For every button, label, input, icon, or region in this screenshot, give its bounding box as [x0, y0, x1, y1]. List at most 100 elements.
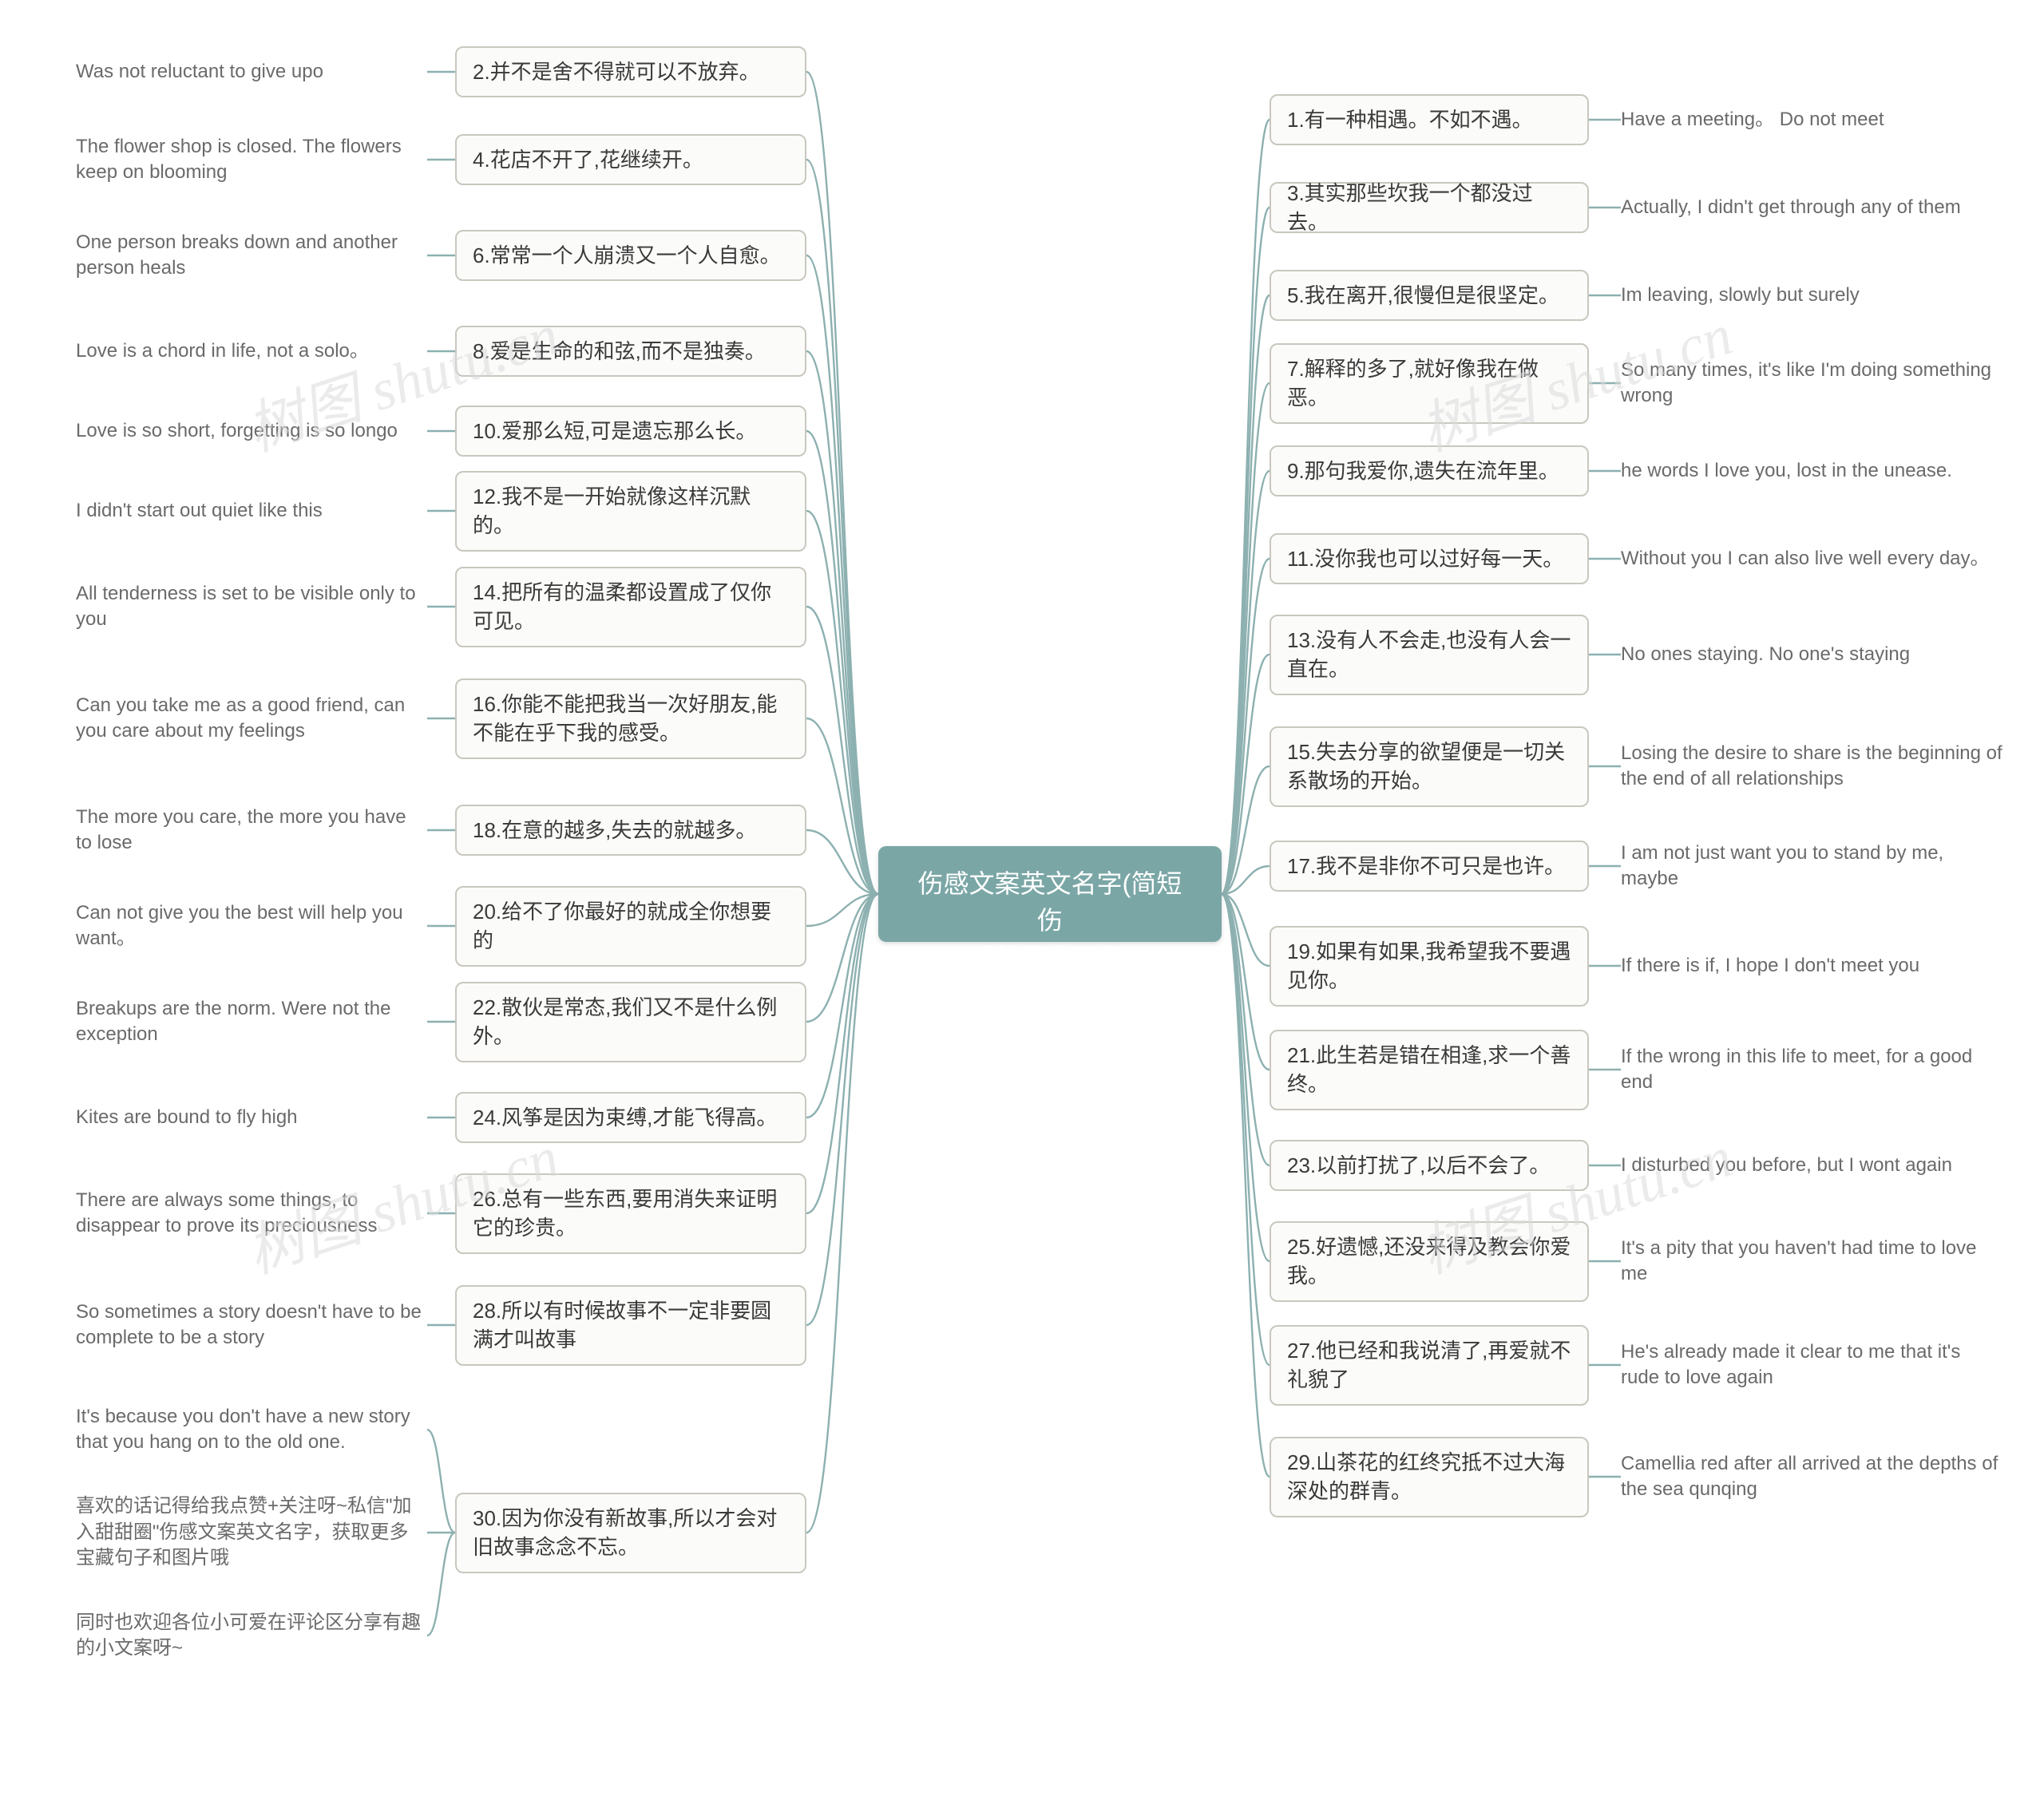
right-leaf-label: Have a meeting。 Do not meet: [1621, 107, 1884, 133]
right-node[interactable]: 1.有一种相遇。不如不遇。: [1270, 94, 1589, 145]
right-node-label: 13.没有人不会走,也没有人会一直在。: [1287, 626, 1571, 684]
right-node-label: 25.好遗憾,还没来得及教会你爱我。: [1287, 1232, 1571, 1291]
left-node-label: 30.因为你没有新故事,所以才会对旧故事念念不忘。: [473, 1504, 789, 1562]
left-node[interactable]: 8.爱是生命的和弦,而不是独奏。: [455, 326, 806, 377]
right-node[interactable]: 19.如果有如果,我希望我不要遇见你。: [1270, 926, 1589, 1007]
right-leaf: Actually, I didn't get through any of th…: [1621, 195, 2004, 220]
right-node[interactable]: 23.以前打扰了,以后不会了。: [1270, 1140, 1589, 1191]
left-node[interactable]: 2.并不是舍不得就可以不放弃。: [455, 46, 806, 97]
left-leaf: 同时也欢迎各位小可爱在评论区分享有趣的小文案呀~: [76, 1610, 427, 1662]
right-node[interactable]: 17.我不是非你不可只是也许。: [1270, 841, 1589, 892]
left-node[interactable]: 22.散伙是常态,我们又不是什么例外。: [455, 982, 806, 1062]
right-leaf: Im leaving, slowly but surely: [1621, 283, 2004, 308]
left-node-label: 26.总有一些东西,要用消失来证明它的珍贵。: [473, 1185, 789, 1243]
right-leaf-label: He's already made it clear to me that it…: [1621, 1339, 2004, 1391]
left-leaf: So sometimes a story doesn't have to be …: [76, 1300, 427, 1351]
left-node[interactable]: 6.常常一个人崩溃又一个人自愈。: [455, 230, 806, 281]
right-leaf-label: Without you I can also live well every d…: [1621, 546, 1990, 572]
left-leaf: Love is so short, forgetting is so longo: [76, 418, 427, 444]
right-node-label: 3.其实那些坎我一个都没过去。: [1287, 179, 1571, 237]
right-node-label: 5.我在离开,很慢但是很坚定。: [1287, 281, 1559, 310]
center-node: 伤感文案英文名字(简短伤感的英文网名): [878, 846, 1222, 942]
left-leaf-label: There are always some things, to disappe…: [76, 1188, 427, 1240]
right-leaf: Have a meeting。 Do not meet: [1621, 107, 2004, 133]
left-leaf: Breakups are the norm. Were not the exce…: [76, 996, 427, 1048]
right-leaf-label: So many times, it's like I'm doing somet…: [1621, 358, 2004, 409]
left-leaf-label: Kites are bound to fly high: [76, 1105, 298, 1130]
left-leaf: All tenderness is set to be visible only…: [76, 581, 427, 633]
right-node-label: 29.山茶花的红终究抵不过大海深处的群青。: [1287, 1448, 1571, 1506]
left-node[interactable]: 10.爱那么短,可是遗忘那么长。: [455, 405, 806, 457]
right-node[interactable]: 9.那句我爱你,遗失在流年里。: [1270, 445, 1589, 496]
left-node-label: 4.花店不开了,花继续开。: [473, 145, 703, 174]
left-leaf-label: Can not give you the best will help you …: [76, 900, 427, 952]
left-leaf-label: So sometimes a story doesn't have to be …: [76, 1300, 427, 1351]
left-node[interactable]: 14.把所有的温柔都设置成了仅你可见。: [455, 567, 806, 647]
right-leaf-label: I disturbed you before, but I wont again: [1621, 1153, 1952, 1178]
left-node-label: 28.所以有时候故事不一定非要圆满才叫故事: [473, 1296, 789, 1355]
right-leaf: Losing the desire to share is the beginn…: [1621, 741, 2004, 793]
left-leaf: Was not reluctant to give upo: [76, 59, 427, 85]
left-leaf: The flower shop is closed. The flowers k…: [76, 134, 427, 186]
left-leaf-label: Breakups are the norm. Were not the exce…: [76, 996, 427, 1048]
left-leaf-label: Love is a chord in life, not a solo。: [76, 338, 369, 364]
right-leaf: I am not just want you to stand by me, m…: [1621, 841, 2004, 892]
right-leaf-label: Camellia red after all arrived at the de…: [1621, 1451, 2004, 1503]
right-leaf-label: If there is if, I hope I don't meet you: [1621, 953, 1919, 979]
left-leaf: The more you care, the more you have to …: [76, 805, 427, 856]
right-leaf: If the wrong in this life to meet, for a…: [1621, 1044, 2004, 1096]
right-node-label: 17.我不是非你不可只是也许。: [1287, 852, 1565, 880]
left-leaf-label: The flower shop is closed. The flowers k…: [76, 134, 427, 186]
right-leaf-label: Im leaving, slowly but surely: [1621, 283, 1860, 308]
right-node-label: 11.没你我也可以过好每一天。: [1287, 544, 1563, 573]
right-node[interactable]: 15.失去分享的欲望便是一切关系散场的开始。: [1270, 726, 1589, 807]
right-node-label: 21.此生若是错在相逢,求一个善终。: [1287, 1041, 1571, 1099]
center-node-label: 伤感文案英文名字(简短伤感的英文网名): [918, 869, 1182, 972]
right-node[interactable]: 21.此生若是错在相逢,求一个善终。: [1270, 1030, 1589, 1110]
left-node[interactable]: 26.总有一些东西,要用消失来证明它的珍贵。: [455, 1173, 806, 1254]
left-node[interactable]: 4.花店不开了,花继续开。: [455, 134, 806, 185]
right-leaf-label: Losing the desire to share is the beginn…: [1621, 741, 2004, 793]
left-node[interactable]: 12.我不是一开始就像这样沉默的。: [455, 471, 806, 552]
left-node[interactable]: 16.你能不能把我当一次好朋友,能不能在乎下我的感受。: [455, 678, 806, 759]
left-node-label: 22.散伙是常态,我们又不是什么例外。: [473, 993, 789, 1051]
right-node-label: 15.失去分享的欲望便是一切关系散场的开始。: [1287, 738, 1571, 796]
right-node[interactable]: 11.没你我也可以过好每一天。: [1270, 533, 1589, 584]
left-node[interactable]: 28.所以有时候故事不一定非要圆满才叫故事: [455, 1285, 806, 1366]
right-leaf: If there is if, I hope I don't meet you: [1621, 953, 2004, 979]
left-leaf-label: 喜欢的话记得给我点赞+关注呀~私信"加入甜甜圈"伤感文案英文名字，获取更多宝藏句…: [76, 1493, 427, 1571]
left-leaf: Love is a chord in life, not a solo。: [76, 338, 427, 364]
left-node[interactable]: 20.给不了你最好的就成全你想要的: [455, 886, 806, 967]
right-leaf: No ones staying. No one's staying: [1621, 642, 2004, 667]
right-node[interactable]: 3.其实那些坎我一个都没过去。: [1270, 182, 1589, 233]
left-leaf: Can not give you the best will help you …: [76, 900, 427, 952]
right-leaf-label: I am not just want you to stand by me, m…: [1621, 841, 2004, 892]
left-node-label: 24.风筝是因为束缚,才能飞得高。: [473, 1103, 777, 1132]
left-leaf: 喜欢的话记得给我点赞+关注呀~私信"加入甜甜圈"伤感文案英文名字，获取更多宝藏句…: [76, 1494, 427, 1572]
right-leaf-label: It's a pity that you haven't had time to…: [1621, 1236, 2004, 1288]
right-node[interactable]: 25.好遗憾,还没来得及教会你爱我。: [1270, 1221, 1589, 1302]
right-node-label: 23.以前打扰了,以后不会了。: [1287, 1151, 1550, 1180]
left-node-label: 8.爱是生命的和弦,而不是独奏。: [473, 337, 766, 366]
right-node[interactable]: 5.我在离开,很慢但是很坚定。: [1270, 270, 1589, 321]
right-node[interactable]: 7.解释的多了,就好像我在做恶。: [1270, 343, 1589, 424]
right-leaf: It's a pity that you haven't had time to…: [1621, 1236, 2004, 1288]
left-leaf-label: It's because you don't have a new story …: [76, 1404, 427, 1456]
right-leaf: He's already made it clear to me that it…: [1621, 1339, 2004, 1391]
right-leaf: So many times, it's like I'm doing somet…: [1621, 358, 2004, 409]
left-node[interactable]: 24.风筝是因为束缚,才能飞得高。: [455, 1092, 806, 1143]
left-leaf: Can you take me as a good friend, can yo…: [76, 693, 427, 745]
right-node[interactable]: 29.山茶花的红终究抵不过大海深处的群青。: [1270, 1437, 1589, 1517]
left-node-label: 2.并不是舍不得就可以不放弃。: [473, 57, 760, 86]
right-leaf-label: he words I love you, lost in the unease.: [1621, 458, 1952, 484]
left-node[interactable]: 18.在意的越多,失去的就越多。: [455, 805, 806, 856]
right-leaf-label: Actually, I didn't get through any of th…: [1621, 195, 1961, 220]
right-leaf-label: No ones staying. No one's staying: [1621, 642, 1910, 667]
left-node[interactable]: 30.因为你没有新故事,所以才会对旧故事念念不忘。: [455, 1493, 806, 1573]
left-leaf: I didn't start out quiet like this: [76, 498, 427, 524]
left-leaf-label: Love is so short, forgetting is so longo: [76, 418, 398, 444]
left-leaf-label: All tenderness is set to be visible only…: [76, 581, 427, 633]
right-node[interactable]: 13.没有人不会走,也没有人会一直在。: [1270, 615, 1589, 695]
left-node-label: 12.我不是一开始就像这样沉默的。: [473, 482, 789, 540]
right-node[interactable]: 27.他已经和我说清了,再爱就不礼貌了: [1270, 1325, 1589, 1406]
